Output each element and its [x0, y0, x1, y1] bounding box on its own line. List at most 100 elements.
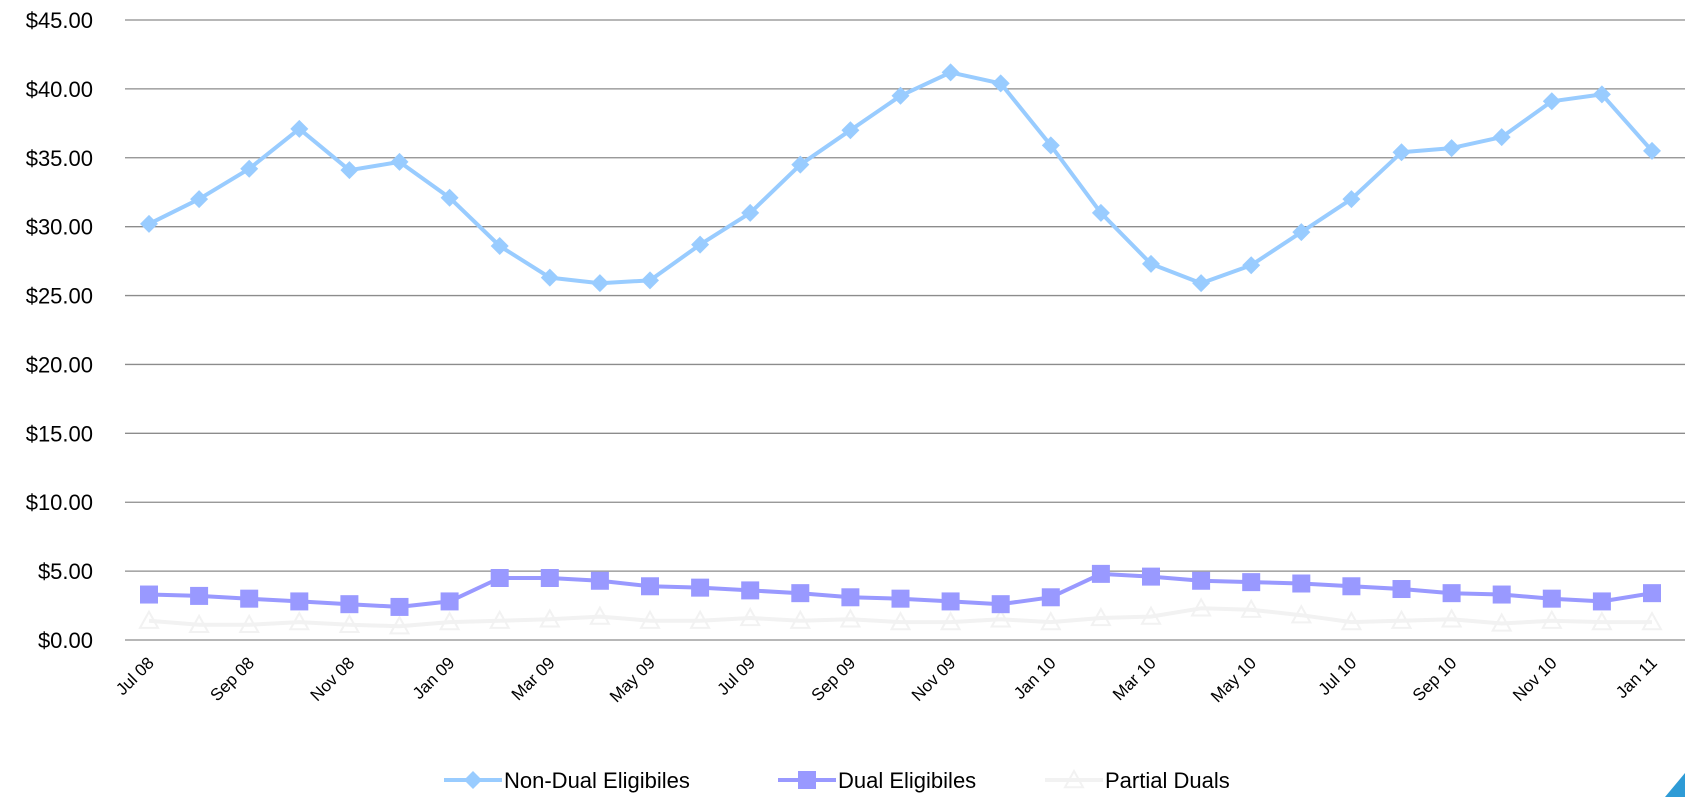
- y-tick-label: $15.00: [26, 421, 93, 446]
- x-tick-label: Sep 10: [1409, 653, 1461, 705]
- y-tick-label: $0.00: [38, 628, 93, 653]
- series-dual-eligibiles: [140, 564, 1661, 616]
- data-point-square: [1242, 573, 1261, 592]
- x-tick-label: Sep 08: [206, 653, 258, 705]
- y-tick-label: $20.00: [26, 352, 93, 377]
- data-point-square: [1091, 564, 1110, 583]
- data-point-triangle: [188, 613, 210, 634]
- x-tick-label: Sep 09: [808, 653, 860, 705]
- x-tick-label: Jan 10: [1010, 653, 1060, 703]
- data-point-triangle: [1340, 611, 1363, 631]
- data-point-diamond: [691, 235, 710, 254]
- data-point-triangle: [238, 613, 260, 634]
- data-point-diamond: [1142, 254, 1160, 273]
- data-point-square: [1542, 589, 1561, 608]
- data-point-square: [1192, 571, 1211, 590]
- y-tick-label: $10.00: [26, 490, 93, 515]
- y-tick-label: $25.00: [26, 284, 93, 309]
- data-point-square: [991, 595, 1010, 614]
- legend-item-partial-duals: Partial Duals: [1045, 768, 1230, 793]
- y-tick-label: $5.00: [38, 559, 93, 584]
- data-point-triangle: [1390, 609, 1413, 629]
- data-point-diamond: [1242, 256, 1261, 275]
- data-point-square: [641, 577, 659, 596]
- data-point-square: [1592, 592, 1611, 611]
- data-point-diamond: [490, 236, 509, 255]
- data-point-diamond: [440, 188, 459, 207]
- data-point-triangle: [1641, 611, 1663, 631]
- x-tick-label: Mar 10: [1109, 653, 1160, 704]
- data-point-square: [440, 592, 459, 611]
- data-point-square: [1392, 580, 1411, 599]
- x-tick-label: Jul 09: [714, 653, 760, 699]
- data-point-triangle: [689, 609, 711, 629]
- x-tick-label: Nov 09: [908, 653, 960, 705]
- data-point-diamond: [1091, 203, 1110, 222]
- data-point-triangle: [739, 606, 761, 627]
- series-lines: [138, 63, 1663, 635]
- data-point-diamond: [340, 161, 359, 180]
- data-point-square: [1041, 588, 1060, 607]
- gridlines: [125, 19, 1685, 641]
- data-point-square: [590, 571, 609, 590]
- data-point-square: [240, 589, 259, 608]
- data-point-square: [1292, 574, 1311, 593]
- data-point-diamond: [1492, 128, 1511, 147]
- data-point-square: [891, 589, 910, 608]
- data-point-diamond: [590, 274, 609, 293]
- legend-label: Dual Eligibiles: [838, 768, 976, 793]
- data-point-triangle: [889, 611, 912, 631]
- data-point-diamond: [390, 152, 409, 171]
- data-point-square: [1342, 577, 1361, 596]
- data-point-triangle: [1290, 604, 1312, 624]
- data-point-triangle: [1591, 611, 1613, 631]
- data-point-diamond: [540, 268, 559, 287]
- data-point-diamond: [140, 214, 158, 233]
- data-point-square: [691, 578, 710, 597]
- data-point-diamond: [1342, 190, 1361, 209]
- x-tick-label: Jan 09: [409, 653, 459, 703]
- data-point-diamond: [1592, 85, 1611, 104]
- data-point-diamond: [1192, 274, 1211, 293]
- y-tick-label: $40.00: [26, 77, 93, 102]
- series-partial-duals: [138, 597, 1663, 635]
- data-point-diamond: [1041, 136, 1060, 155]
- data-point-triangle: [839, 608, 862, 628]
- data-point-triangle: [438, 611, 461, 631]
- x-tick-label: May 09: [606, 653, 659, 706]
- y-tick-label: $30.00: [26, 215, 93, 240]
- data-point-triangle: [639, 609, 661, 629]
- data-point-square: [741, 581, 760, 600]
- data-point-diamond: [1643, 141, 1661, 160]
- data-point-triangle: [138, 609, 160, 629]
- data-point-triangle: [1541, 609, 1563, 629]
- data-point-diamond: [1292, 223, 1311, 242]
- legend-marker-triangle: [1063, 768, 1085, 789]
- y-tick-label: $35.00: [26, 146, 93, 171]
- data-point-square: [841, 588, 860, 607]
- data-point-square: [490, 569, 509, 587]
- data-point-diamond: [1392, 143, 1411, 162]
- data-point-square: [1142, 567, 1160, 586]
- data-point-diamond: [741, 203, 760, 222]
- x-tick-label: Nov 08: [307, 653, 359, 705]
- data-point-triangle: [489, 609, 511, 629]
- x-tick-label: Jul 08: [112, 653, 158, 699]
- data-point-triangle: [1190, 597, 1212, 617]
- corner-accent-triangle: [1665, 773, 1685, 797]
- data-point-square: [791, 584, 810, 603]
- data-point-square: [540, 569, 559, 587]
- data-point-square: [290, 592, 309, 611]
- x-axis-tick-labels: Jul 08 Sep 08 Nov 08 Jan 09 Mar 09 May 09 Jul …: [112, 653, 1661, 706]
- data-point-triangle: [288, 611, 310, 631]
- data-point-triangle: [1440, 608, 1463, 628]
- data-point-diamond: [941, 63, 960, 82]
- data-point-diamond: [791, 155, 810, 174]
- series-line: [148, 606, 1652, 629]
- y-tick-label: $45.00: [26, 8, 93, 33]
- data-point-triangle: [1491, 612, 1513, 632]
- data-point-triangle: [589, 605, 611, 625]
- data-point-diamond: [991, 74, 1010, 93]
- x-tick-label: Jan 11: [1612, 653, 1661, 702]
